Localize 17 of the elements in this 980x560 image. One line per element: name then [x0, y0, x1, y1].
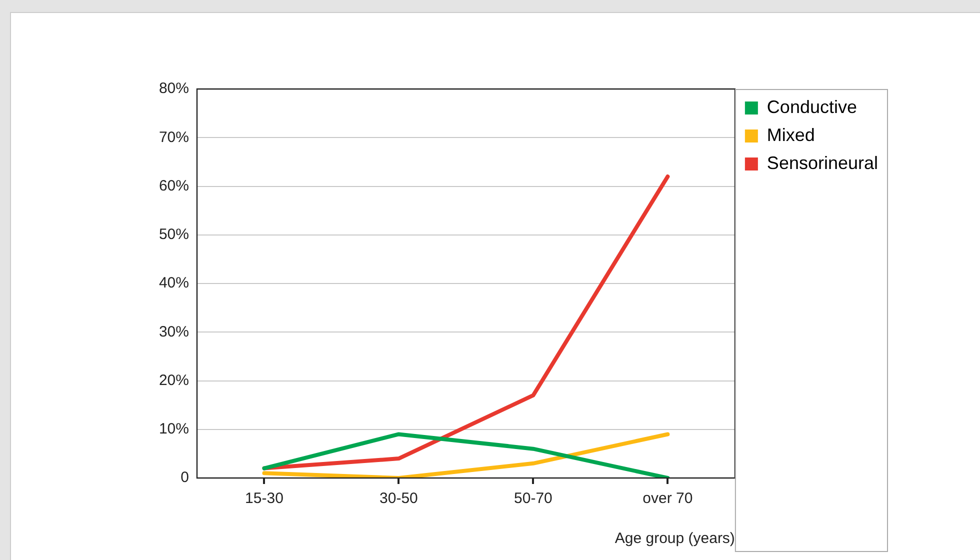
x-tick-label: 50-70	[514, 490, 552, 508]
y-tick-label: 0	[180, 469, 189, 486]
y-tick-label: 50%	[158, 226, 189, 244]
y-tick-label: 80%	[158, 80, 189, 98]
x-tick-label: over 70	[642, 490, 693, 508]
y-tick-label: 40%	[158, 274, 189, 292]
legend-label: Conductive	[766, 96, 857, 117]
x-tick-label: 15-30	[245, 490, 284, 508]
y-tick-label: 60%	[158, 177, 189, 194]
legend-label: Mixed	[766, 124, 815, 145]
y-tick-label: 20%	[158, 372, 189, 389]
legend-label: Sensorineural	[766, 152, 878, 173]
y-tick-label: 10%	[158, 420, 189, 438]
x-axis-title: Age group (years)	[614, 530, 735, 548]
y-tick-label: 70%	[158, 128, 189, 146]
x-tick-label: 30-50	[380, 490, 418, 508]
y-tick-label: 30%	[158, 323, 189, 340]
